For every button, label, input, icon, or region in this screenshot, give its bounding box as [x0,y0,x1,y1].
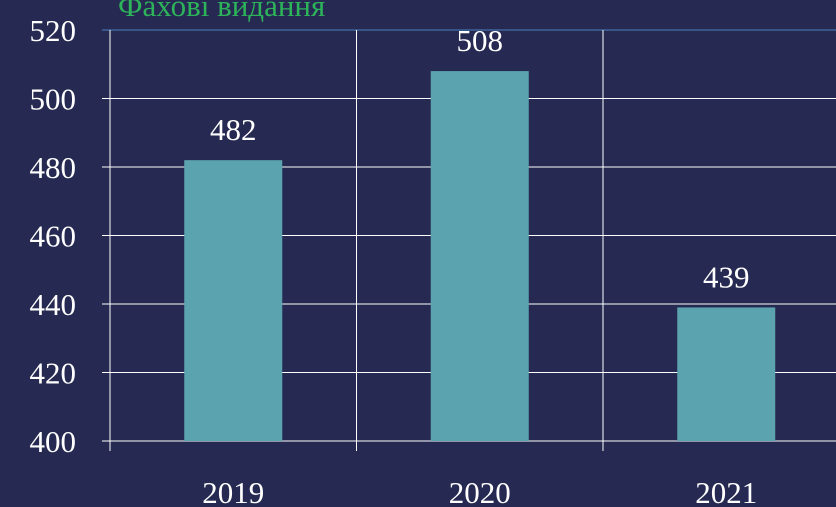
y-tick-label: 480 [30,150,77,185]
y-tick-label: 400 [30,424,77,459]
bar [184,160,283,441]
x-tick-label: 2019 [202,475,264,507]
bar [677,307,776,441]
x-tick-label: 2021 [695,475,757,507]
y-tick-label: 440 [30,287,77,322]
bar [430,71,529,441]
x-tick-label: 2020 [449,475,511,507]
value-label: 439 [703,259,750,294]
value-label: 482 [210,112,257,147]
y-tick-label: 420 [30,356,77,391]
chart-title: Фахові видання [118,0,325,23]
value-label: 508 [457,23,504,58]
y-tick-label: 500 [30,82,77,117]
y-tick-label: 520 [30,13,77,48]
y-tick-label: 460 [30,219,77,254]
